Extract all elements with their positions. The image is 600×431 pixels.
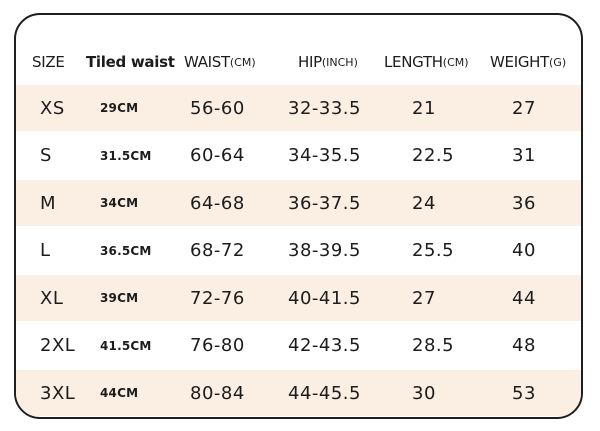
table-row: S 31.5CM 60-64 34-35.5 22.5 31 [16,133,581,179]
cell-size: M [40,192,57,214]
cell-waist: 60-64 [190,145,245,166]
cell-size: L [40,240,51,261]
cell-tiled-waist: 36.5CM [100,243,152,258]
cell-weight: 40 [512,240,536,261]
cell-length: 24 [412,192,436,214]
cell-hip: 42-43.5 [288,335,361,356]
header-hip-unit: (INCH) [321,55,358,69]
header-tiled-waist: Tiled waist [86,53,175,71]
header-waist: WAIST (CM) [184,53,256,71]
header-length-unit: (CM) [442,55,469,69]
cell-length: 25.5 [412,240,455,261]
cell-length: 30 [412,382,436,404]
table-row: XL 39CM 72-76 40-41.5 27 44 [16,275,581,321]
cell-length: 22.5 [412,145,455,166]
cell-hip: 34-35.5 [288,145,361,166]
cell-weight: 53 [512,382,536,404]
cell-tiled-waist: 34CM [100,196,139,210]
cell-weight: 27 [512,97,536,119]
cell-tiled-waist: 31.5CM [100,148,152,163]
header-weight: WEIGHT (G) [490,53,567,71]
cell-size: XS [40,97,65,119]
header-size: SIZE [32,53,65,71]
cell-weight: 36 [512,192,536,214]
cell-waist: 64-68 [190,192,245,214]
header-weight-unit: (G) [549,55,567,69]
table-header-row: SIZE Tiled waist WAIST (CM) HIP (INCH) LEN… [16,50,581,74]
cell-weight: 31 [512,145,536,166]
table-row: 3XL 44CM 80-84 44-45.5 30 53 [16,370,581,416]
cell-hip: 40-41.5 [288,287,361,309]
cell-length: 27 [412,287,436,309]
cell-size: 3XL [40,382,76,404]
cell-length: 21 [412,97,436,119]
cell-waist: 72-76 [190,287,245,309]
header-hip: HIP (INCH) [298,53,358,71]
cell-length: 28.5 [412,335,455,356]
cell-waist: 80-84 [190,382,245,404]
table-row: XS 29CM 56-60 32-33.5 21 27 [16,85,581,131]
cell-waist: 68-72 [190,240,245,261]
table-row: L 36.5CM 68-72 38-39.5 25.5 40 [16,228,581,274]
cell-waist: 76-80 [190,335,245,356]
cell-size: 2XL [40,335,76,356]
cell-tiled-waist: 29CM [100,101,139,115]
cell-tiled-waist: 41.5CM [100,338,152,353]
header-length: LENGTH (CM) [384,53,469,71]
cell-tiled-waist: 44CM [100,386,139,400]
cell-size: S [40,145,52,166]
cell-hip: 36-37.5 [288,192,361,214]
cell-hip: 32-33.5 [288,97,361,119]
cell-hip: 38-39.5 [288,240,361,261]
cell-tiled-waist: 39CM [100,291,139,305]
cell-size: XL [40,287,64,309]
cell-weight: 48 [512,335,536,356]
table-row: 2XL 41.5CM 76-80 42-43.5 28.5 48 [16,323,581,369]
cell-waist: 56-60 [190,97,245,119]
cell-weight: 44 [512,287,536,309]
header-waist-unit: (CM) [229,55,256,69]
table-row: M 34CM 64-68 36-37.5 24 36 [16,180,581,226]
cell-hip: 44-45.5 [288,382,361,404]
size-chart-table: SIZE Tiled waist WAIST (CM) HIP (INCH) LEN… [14,13,583,419]
